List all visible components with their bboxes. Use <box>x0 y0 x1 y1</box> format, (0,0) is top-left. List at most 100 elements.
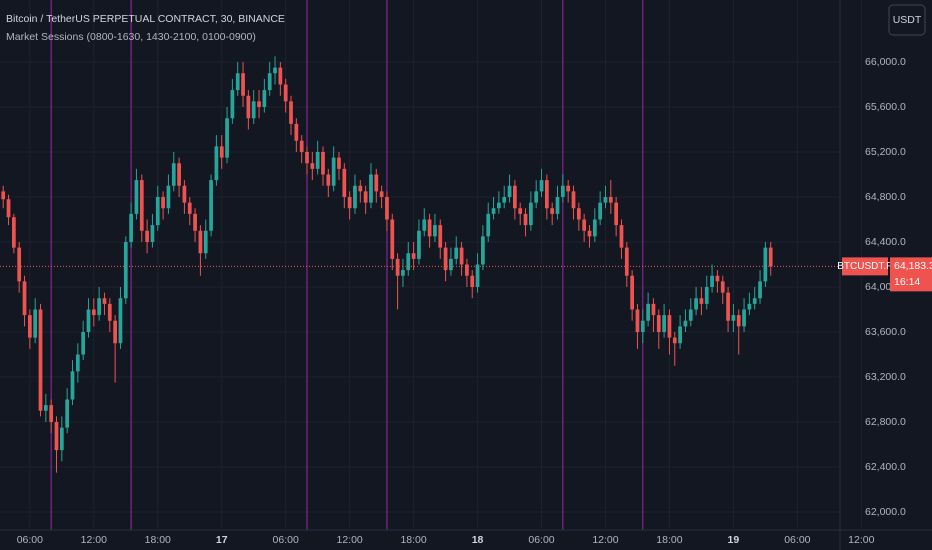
candle-body <box>497 202 501 209</box>
y-tick-label: 62,400.0 <box>865 461 906 473</box>
candle-body <box>33 309 38 338</box>
candle-body <box>699 298 704 304</box>
y-tick-label: 65,600.0 <box>865 101 906 113</box>
currency-button[interactable] <box>888 4 926 36</box>
currency-button-label[interactable]: USDT <box>893 14 922 26</box>
candle-body <box>635 309 640 332</box>
y-tick-label: 65,200.0 <box>865 146 906 158</box>
x-tick-label: 06:00 <box>528 534 554 546</box>
candle-body <box>321 151 325 175</box>
x-tick-label: 18:00 <box>400 534 426 546</box>
candle-body <box>587 230 592 237</box>
y-tick-label: 63,200.0 <box>865 371 906 383</box>
candle-body <box>752 298 757 304</box>
candle-body <box>315 151 320 169</box>
candle-body <box>326 174 331 186</box>
x-tick-label: 19 <box>728 534 740 546</box>
candle-body <box>630 275 634 310</box>
candle-body <box>161 196 165 209</box>
candle-body <box>449 258 453 271</box>
candle-body <box>470 275 475 287</box>
candle-body <box>91 309 96 316</box>
candle-body <box>459 247 464 265</box>
y-tick-label: 62,000.0 <box>865 506 906 518</box>
indicator-title: Market Sessions (0800-1630, 1430-2100, 0… <box>6 31 256 43</box>
candle-body <box>337 157 341 169</box>
candle-body <box>347 196 352 209</box>
candle-body <box>86 309 91 332</box>
x-tick-label: 06:00 <box>17 534 43 546</box>
candle-body <box>550 208 555 214</box>
candle-body <box>203 230 208 254</box>
candle-body <box>438 225 443 248</box>
candle-body <box>571 191 576 209</box>
candle-body <box>209 180 213 231</box>
candle-body <box>225 118 229 158</box>
candle-body <box>539 180 544 192</box>
candle-body <box>427 219 432 237</box>
x-tick-label: 12:00 <box>81 534 107 546</box>
candle-body <box>278 67 283 85</box>
y-tick-label: 66,000.0 <box>865 56 906 68</box>
candle-body <box>262 90 267 107</box>
candle-body <box>267 73 272 91</box>
candle-body <box>688 309 693 321</box>
price-tag <box>890 257 932 292</box>
x-tick-label: 18 <box>472 534 484 546</box>
candle-body <box>465 264 469 276</box>
candle-body <box>731 315 736 321</box>
candle-body <box>576 208 581 220</box>
candle-body <box>502 196 507 203</box>
candle-body <box>283 84 288 102</box>
candles <box>1 56 773 473</box>
candle-body <box>704 286 709 304</box>
candle-body <box>230 90 235 119</box>
candle-body <box>139 180 144 231</box>
candle-body <box>422 219 427 231</box>
candle-body <box>17 247 22 282</box>
candle-body <box>22 281 27 316</box>
candle-body <box>123 241 128 299</box>
candle-body <box>715 275 720 282</box>
y-tick-label: 63,600.0 <box>865 326 906 338</box>
candle-body <box>49 405 54 422</box>
countdown-label: 16:14 <box>894 276 920 288</box>
candle-body <box>369 174 373 203</box>
candle-body <box>720 281 725 293</box>
candle-body <box>219 146 224 158</box>
candle-body <box>656 315 661 332</box>
x-tick-label: 18:00 <box>145 534 171 546</box>
candle-body <box>518 208 523 214</box>
candle-body <box>150 225 155 242</box>
candle-body <box>374 174 379 192</box>
candle-body <box>43 405 48 411</box>
candle-body <box>241 73 245 96</box>
candle-body <box>353 185 357 209</box>
candle-body <box>177 163 181 186</box>
candle-body <box>560 185 565 197</box>
candle-body <box>198 230 203 254</box>
y-tick-label: 62,800.0 <box>865 416 906 428</box>
candle-body <box>592 219 597 237</box>
candle-body <box>736 315 741 327</box>
candle-body <box>491 208 496 214</box>
candle-body <box>640 320 645 332</box>
candle-body <box>486 213 491 237</box>
candle-body <box>603 196 608 203</box>
candle-body <box>118 298 123 344</box>
candle-body <box>726 292 730 321</box>
candle-body <box>27 315 32 338</box>
candle-body <box>513 185 517 209</box>
candle-body <box>742 309 746 327</box>
candle-body <box>534 191 539 203</box>
candle-body <box>294 123 299 141</box>
candle-body <box>683 320 688 327</box>
candle-body <box>385 196 389 220</box>
symbol-tag-label: BTCUSDT.P <box>837 261 893 272</box>
candle-body <box>214 146 219 181</box>
candle-body <box>379 191 384 197</box>
candle-body <box>102 298 107 304</box>
candle-body <box>289 101 293 124</box>
candle-body <box>646 303 650 321</box>
